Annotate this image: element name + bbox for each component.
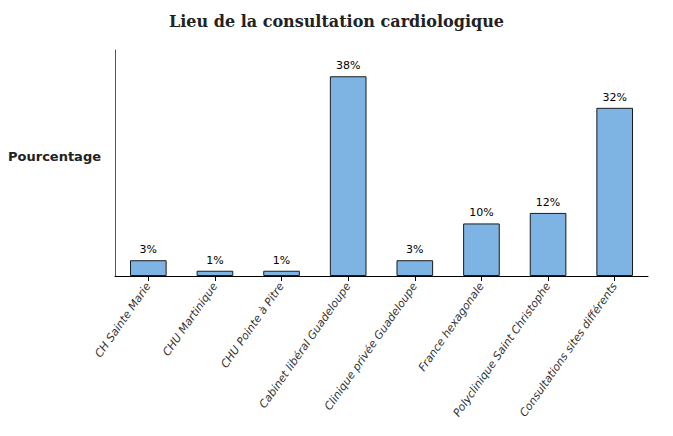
- svg-text:Pourcentage: Pourcentage: [8, 149, 101, 164]
- svg-text:Polyclinique Saint Christophe: Polyclinique Saint Christophe: [450, 280, 554, 420]
- svg-text:Clinique privée Guadeloupe: Clinique privée Guadeloupe: [322, 280, 420, 413]
- svg-text:3%: 3%: [406, 243, 423, 256]
- svg-text:CHU Martinique: CHU Martinique: [160, 280, 220, 358]
- svg-text:Cabinet libéral Guadeloupe: Cabinet libéral Guadeloupe: [256, 280, 354, 411]
- svg-text:1%: 1%: [206, 254, 223, 267]
- svg-text:10%: 10%: [469, 206, 493, 219]
- svg-text:CH Sainte Marie: CH Sainte Marie: [92, 280, 153, 360]
- svg-text:12%: 12%: [536, 196, 560, 209]
- svg-text:CHU Pointe à Pitre: CHU Pointe à Pitre: [218, 280, 287, 370]
- svg-text:France hexagonale: France hexagonale: [416, 280, 487, 374]
- svg-text:32%: 32%: [602, 91, 626, 104]
- svg-text:38%: 38%: [336, 59, 360, 72]
- svg-text:Lieu de la consultation cardio: Lieu de la consultation cardiologique: [169, 12, 504, 31]
- svg-text:1%: 1%: [273, 254, 290, 267]
- svg-text:3%: 3%: [140, 243, 157, 256]
- svg-text:Consultations sites différents: Consultations sites différents: [517, 280, 620, 419]
